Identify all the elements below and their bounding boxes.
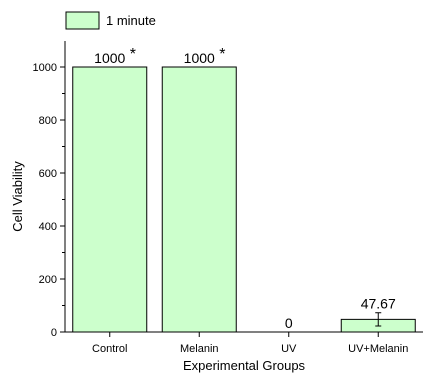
x-axis-title: Experimental Groups <box>183 358 306 373</box>
plot-area: 1000 * 1000 *047.67 <box>72 46 416 333</box>
axes: 0 200 400 600 800 1000 Control Melanin UV UV+Mela… <box>33 41 423 355</box>
x-tick-label: Melanin <box>180 343 219 355</box>
significance-marker: * <box>219 46 225 63</box>
x-tick-label: Control <box>92 343 127 355</box>
bar[interactable] <box>72 66 148 333</box>
legend-label: 1 minute <box>106 13 156 28</box>
y-tick-label: 0 <box>51 327 57 339</box>
y-tick-label: 400 <box>39 221 57 233</box>
x-tick-label: UV+Melanin <box>348 343 408 355</box>
y-axis-title: Cell Viability <box>10 161 25 232</box>
y-tick-label: 200 <box>39 274 57 286</box>
data-label: 0 <box>285 315 293 331</box>
significance-marker: * <box>130 46 136 63</box>
data-label: 1000 <box>94 50 125 66</box>
legend-swatch <box>65 11 100 30</box>
y-tick-label: 600 <box>39 168 57 180</box>
y-tick-label: 800 <box>39 115 57 127</box>
data-label: 47.67 <box>361 296 396 312</box>
bar[interactable] <box>161 66 237 333</box>
legend: 1 minute <box>65 11 156 30</box>
x-tick-label: UV <box>281 343 297 355</box>
y-tick-label: 1000 <box>33 62 57 74</box>
data-label: 1000 <box>184 50 215 66</box>
